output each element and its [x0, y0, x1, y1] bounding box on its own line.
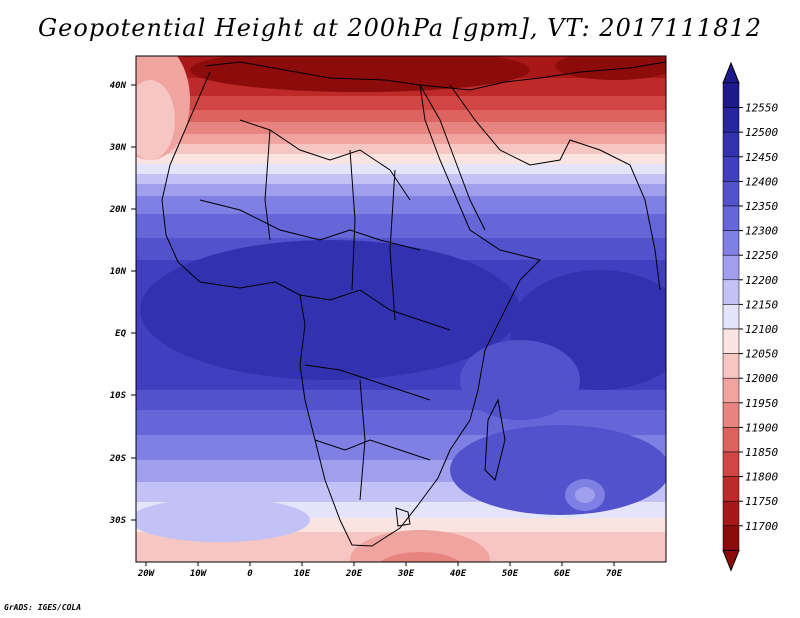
colorbar-label: 12250: [745, 249, 778, 262]
colorbar-cell: [722, 131, 740, 158]
colorbar-label: 11700: [745, 520, 778, 533]
lat-label: 20S: [109, 454, 127, 464]
lon-label: 40E: [450, 569, 467, 579]
colorbar-label: 12150: [745, 298, 778, 311]
lat-label: 10N: [110, 267, 127, 277]
lon-label: 50E: [502, 569, 519, 579]
colorbar-label: 12400: [745, 175, 778, 188]
colorbar-cell: [722, 476, 740, 502]
coastlines: [161, 61, 666, 547]
colorbar-cell: [722, 328, 740, 354]
colorbar-cell: [722, 205, 740, 231]
lat-label: 10S: [110, 391, 127, 401]
latitude-labels: 40N 30N 20N 10N EQ 10S 20S 30S: [109, 81, 127, 526]
colorbar-cell: [722, 500, 740, 527]
colorbar-cell: [722, 377, 740, 404]
colorbar: 12550 12500 12450 12400 12350 12300 12250 12200…: [722, 61, 778, 572]
colorbar-label: 11750: [745, 495, 778, 508]
longitude-labels: 20W 10W 0 10E 20E 30E 40E 50E 60E 70E: [137, 569, 623, 579]
lat-label: EQ: [115, 329, 126, 339]
colorbar-bottom-arrow: [722, 549, 740, 572]
colorbar-label: 12550: [745, 102, 778, 115]
colorbar-top-arrow: [722, 61, 740, 84]
colorbar-cell: [722, 427, 740, 453]
height-field: [136, 56, 666, 562]
map-title: Geopotential Height at 200hPa [gpm], VT:…: [38, 14, 762, 42]
lon-label: 30E: [397, 569, 415, 579]
colorbar-cell: [722, 525, 740, 551]
map-frame: [135, 55, 667, 563]
colorbar-cell: [722, 230, 740, 256]
colorbar-label: 12350: [745, 200, 778, 213]
colorbar-label: 12100: [745, 323, 778, 336]
colorbar-cell: [722, 82, 740, 108]
colorbar-cell: [722, 304, 740, 330]
colorbar-label: 12500: [745, 126, 778, 139]
colorbar-label: 12450: [745, 151, 778, 164]
lat-label: 30N: [109, 143, 127, 153]
lon-label: 20E: [345, 569, 363, 579]
lat-label: 30S: [109, 516, 127, 526]
colorbar-cell: [722, 402, 740, 428]
colorbar-label: 11850: [745, 446, 778, 459]
colorbar-cell: [722, 156, 740, 182]
colorbar-label: 11900: [745, 421, 778, 434]
lat-label: 40N: [110, 81, 127, 91]
colorbar-cell: [722, 107, 740, 133]
colorbar-cell: [722, 181, 740, 207]
lon-label: 20W: [137, 569, 156, 579]
axis-ticks: [131, 84, 615, 566]
colorbar-label: 12050: [745, 348, 778, 361]
colorbar-label: 12200: [745, 274, 778, 287]
colorbar-label: 12300: [745, 225, 778, 238]
colorbar-label: 11800: [745, 471, 778, 484]
lon-label: 10E: [294, 569, 311, 579]
colorbar-label: 12000: [745, 372, 778, 385]
lon-label: 10W: [190, 569, 208, 579]
credit-text: GrADS: IGES/COLA: [4, 603, 82, 612]
lon-label: 70E: [606, 569, 623, 579]
colorbar-cell: [722, 451, 740, 477]
lon-label: 0: [247, 569, 253, 579]
colorbar-label: 11950: [745, 397, 778, 410]
colorbar-cell: [722, 254, 740, 281]
colorbar-cell: [722, 353, 740, 379]
lon-label: 60E: [554, 569, 571, 579]
lat-label: 20N: [109, 205, 127, 215]
colorbar-cell: [722, 279, 740, 305]
